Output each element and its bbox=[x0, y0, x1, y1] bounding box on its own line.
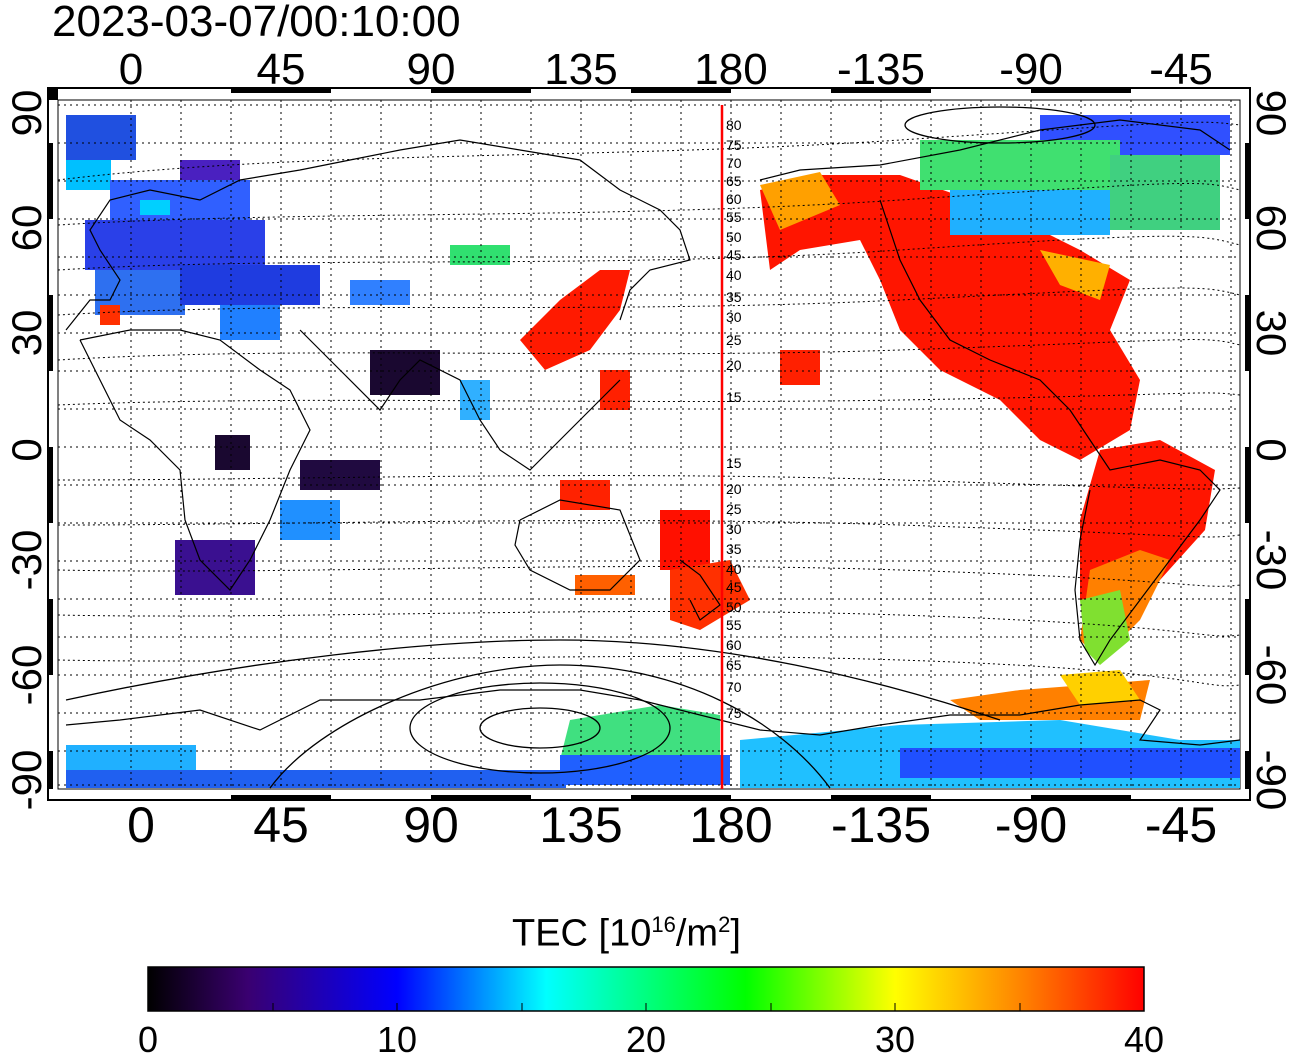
colorbar-tick-label: 0 bbox=[137, 1019, 159, 1060]
tec-region-antarctica bbox=[66, 670, 1240, 788]
lon-label-bottom: 135 bbox=[539, 797, 623, 853]
contour-label: 45 bbox=[726, 247, 742, 263]
contour-label: 65 bbox=[726, 173, 742, 189]
lat-label-right: -60 bbox=[1248, 644, 1294, 706]
colorbar-title: TEC [1016/m2] bbox=[512, 902, 741, 957]
contour-label: 40 bbox=[726, 561, 742, 577]
tec-region-asia bbox=[350, 245, 510, 420]
contour-label: 60 bbox=[726, 191, 742, 207]
colorbar-title-text: TEC [10 bbox=[512, 912, 652, 955]
contour-label: 70 bbox=[726, 679, 742, 695]
lat-label-left: 90 bbox=[3, 89, 50, 137]
lat-label-right: -90 bbox=[1248, 749, 1294, 811]
tec-map: 80 75 70 65 60 55 50 45 40 35 30 25 20 1… bbox=[47, 87, 1251, 801]
lon-label-top: 180 bbox=[694, 45, 768, 94]
contour-label: 35 bbox=[726, 541, 742, 557]
lon-label-bottom: 45 bbox=[253, 797, 309, 853]
graticule bbox=[58, 100, 1240, 789]
colorbar-title-exp: 16 bbox=[651, 912, 676, 937]
contour-label: 25 bbox=[726, 332, 742, 348]
tec-region-arctic bbox=[920, 115, 1230, 235]
lon-label-top: 135 bbox=[544, 45, 618, 94]
lon-label-bottom: 180 bbox=[689, 797, 773, 853]
lon-label-top: 0 bbox=[118, 45, 144, 94]
magnetic-contours bbox=[58, 121, 1240, 687]
lat-label-left: 30 bbox=[3, 309, 50, 357]
contour-label: 30 bbox=[726, 521, 742, 537]
lat-label-right: 90 bbox=[1248, 89, 1294, 137]
colorbar-title-close: ] bbox=[730, 912, 741, 955]
colorbar-tick-label: 40 bbox=[1123, 1019, 1165, 1060]
contour-label: 50 bbox=[726, 599, 742, 615]
lon-label-top: -45 bbox=[1149, 45, 1213, 94]
tec-region-north-america bbox=[760, 172, 1140, 460]
colorbar-tick-label: 20 bbox=[625, 1019, 667, 1060]
contour-label: 30 bbox=[726, 309, 742, 325]
contour-label: 75 bbox=[726, 705, 742, 721]
colorbar-title-unit-exp: 2 bbox=[718, 912, 731, 937]
lat-label-left: -30 bbox=[3, 529, 50, 591]
auroral-ovals bbox=[65, 106, 1096, 789]
contour-label: 25 bbox=[726, 501, 742, 517]
tec-region-east-asia bbox=[520, 270, 820, 630]
contour-label: 60 bbox=[726, 637, 742, 653]
contour-label: 15 bbox=[726, 455, 742, 471]
lon-label-bottom: -90 bbox=[994, 797, 1068, 853]
contour-label: 80 bbox=[726, 117, 742, 133]
contour-label: 55 bbox=[726, 617, 742, 633]
lat-label-left: 0 bbox=[3, 438, 50, 462]
lon-label-bottom: -135 bbox=[830, 797, 932, 853]
contour-label: 20 bbox=[726, 481, 742, 497]
lon-label-top: 45 bbox=[256, 45, 306, 94]
lon-label-bottom: 0 bbox=[127, 797, 155, 853]
lon-label-top: -90 bbox=[999, 45, 1063, 94]
coastlines bbox=[65, 119, 1240, 746]
tec-region-europe bbox=[66, 115, 320, 340]
contour-label: 50 bbox=[726, 229, 742, 245]
lat-label-right: -30 bbox=[1248, 529, 1294, 591]
lon-label-bottom: 90 bbox=[403, 797, 459, 853]
lon-label-top: 90 bbox=[406, 45, 456, 94]
contour-label: 40 bbox=[726, 267, 742, 283]
lat-label-right: 60 bbox=[1248, 204, 1294, 252]
contour-label: 70 bbox=[726, 155, 742, 171]
lat-label-left: -90 bbox=[3, 749, 50, 811]
lat-label-right: 30 bbox=[1248, 309, 1294, 357]
contour-label: 35 bbox=[726, 289, 742, 305]
contour-label: 75 bbox=[726, 137, 742, 153]
lat-label-right: 0 bbox=[1248, 438, 1294, 462]
contour-label: 45 bbox=[726, 579, 742, 595]
lon-label-top: -135 bbox=[836, 45, 926, 94]
lat-label-left: 60 bbox=[3, 204, 50, 252]
contour-label: 55 bbox=[726, 209, 742, 225]
contour-labels: 80 75 70 65 60 55 50 45 40 35 30 25 20 1… bbox=[726, 117, 742, 721]
lon-label-bottom: -45 bbox=[1144, 797, 1218, 853]
colorbar-tick-label: 10 bbox=[376, 1019, 418, 1060]
lat-label-left: -60 bbox=[3, 644, 50, 706]
contour-label: 65 bbox=[726, 657, 742, 673]
colorbar-tick-label: 30 bbox=[874, 1019, 916, 1060]
contour-label: 15 bbox=[726, 389, 742, 405]
contour-label: 20 bbox=[726, 357, 742, 373]
colorbar-title-unit: /m bbox=[675, 912, 719, 955]
timestamp: 2023-03-07/00:10:00 bbox=[52, 0, 461, 46]
axis-ticks bbox=[48, 88, 1250, 800]
